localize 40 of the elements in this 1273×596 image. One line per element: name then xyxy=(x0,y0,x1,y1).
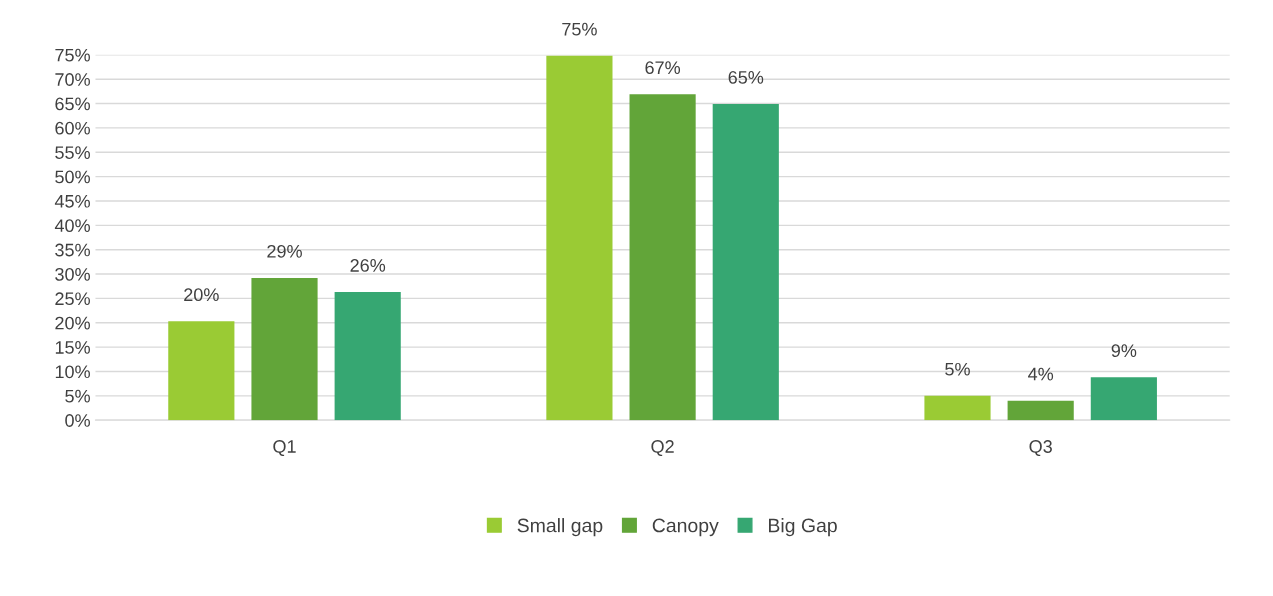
y-tick-label: 65% xyxy=(55,97,90,111)
y-tick-label: 70% xyxy=(55,73,90,86)
y-tick-label: 30% xyxy=(55,267,90,281)
y-tick-label: 55% xyxy=(55,146,90,159)
bar xyxy=(168,321,235,421)
bar xyxy=(924,395,991,421)
data-label: 67% xyxy=(645,61,681,75)
data-label: 5% xyxy=(945,362,970,376)
data-label: 4% xyxy=(1028,367,1054,381)
y-tick-label: 20% xyxy=(55,316,90,330)
y-tick-label: 60% xyxy=(55,121,90,135)
y-tick-label: 35% xyxy=(55,243,90,257)
bar xyxy=(712,104,779,421)
y-tick-label: 50% xyxy=(55,170,90,184)
data-label: 20% xyxy=(184,288,219,302)
data-label: 26% xyxy=(350,259,386,272)
x-tick-label: Q3 xyxy=(1029,440,1052,457)
bar xyxy=(1090,377,1157,421)
data-label: 75% xyxy=(562,22,597,36)
legend-label: Small gap xyxy=(517,518,603,537)
y-tick-label: 15% xyxy=(55,341,90,354)
y-tick-label: 25% xyxy=(55,292,90,306)
data-label: 65% xyxy=(728,71,764,84)
y-tick-label: 45% xyxy=(54,194,90,208)
y-tick-label: 5% xyxy=(65,389,90,403)
legend-label: Big Gap xyxy=(769,518,837,537)
data-label: 29% xyxy=(267,244,302,258)
bar xyxy=(1007,400,1074,421)
y-tick-label: 40% xyxy=(54,219,90,233)
bar xyxy=(629,94,696,421)
y-tick-label: 75% xyxy=(55,48,90,62)
bar xyxy=(334,292,401,421)
legend-label: Canopy xyxy=(652,518,719,537)
bar xyxy=(251,277,318,421)
y-tick-label: 10% xyxy=(55,365,90,379)
x-tick-label: Q2 xyxy=(651,440,674,457)
data-label: 9% xyxy=(1111,344,1137,358)
x-tick-label: Q1 xyxy=(273,440,296,457)
y-tick-label: 0% xyxy=(65,414,90,427)
bar xyxy=(546,55,613,421)
